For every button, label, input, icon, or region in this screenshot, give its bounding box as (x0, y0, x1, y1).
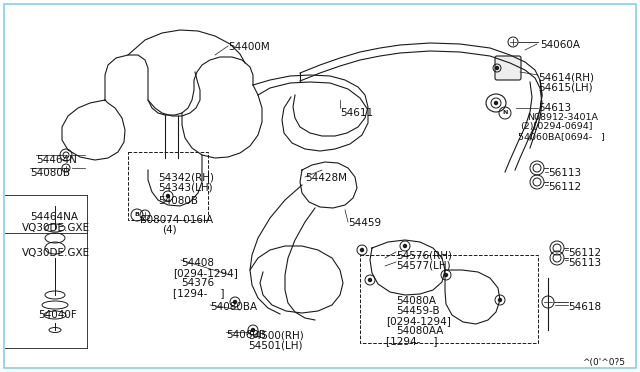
FancyBboxPatch shape (495, 56, 521, 80)
Text: 54500(RH): 54500(RH) (248, 330, 304, 340)
Text: N: N (502, 110, 508, 115)
Text: 54040F: 54040F (38, 310, 77, 320)
Text: 54376: 54376 (181, 278, 214, 288)
Text: 56113: 56113 (568, 258, 601, 268)
Text: [1294-    ]: [1294- ] (173, 288, 225, 298)
Text: 54459-B: 54459-B (396, 306, 440, 316)
Text: 54501(LH): 54501(LH) (248, 340, 303, 350)
Text: 56112: 56112 (548, 182, 581, 192)
Text: 54464N: 54464N (36, 155, 77, 165)
Text: 56113: 56113 (548, 168, 581, 178)
Circle shape (360, 248, 364, 251)
Text: 54342(RH): 54342(RH) (158, 172, 214, 182)
Circle shape (166, 195, 170, 198)
Text: N08912-3401A: N08912-3401A (527, 113, 598, 122)
Text: [1294-    ]: [1294- ] (386, 336, 438, 346)
Text: 54408: 54408 (181, 258, 214, 268)
Bar (360, 255, 538, 343)
Circle shape (403, 244, 406, 247)
Text: 54080BA: 54080BA (210, 302, 257, 312)
Text: 54614(RH): 54614(RH) (538, 72, 594, 82)
Text: 54343(LH): 54343(LH) (158, 182, 212, 192)
Text: 54400M: 54400M (228, 42, 269, 52)
Text: 54613: 54613 (538, 103, 571, 113)
Text: 54577(LH): 54577(LH) (396, 260, 451, 270)
Text: 54615(LH): 54615(LH) (538, 82, 593, 92)
Circle shape (234, 301, 237, 304)
Text: 54618: 54618 (568, 302, 601, 312)
Text: 54060BA[0694-   ]: 54060BA[0694- ] (518, 132, 605, 141)
Text: 54080B: 54080B (158, 196, 198, 206)
Text: B: B (134, 212, 140, 218)
Text: ß08074-016lA: ß08074-016lA (140, 215, 213, 225)
Text: ^(0'^0?5: ^(0'^0?5 (582, 358, 625, 367)
Text: 54060A: 54060A (540, 40, 580, 50)
Text: 56112: 56112 (568, 248, 601, 258)
Text: (2)[0294-0694]: (2)[0294-0694] (520, 122, 593, 131)
Text: 54459: 54459 (348, 218, 381, 228)
Text: VQ30DE.GXE: VQ30DE.GXE (22, 248, 90, 258)
Text: VQ30DE.GXE: VQ30DE.GXE (22, 223, 90, 233)
Text: (4): (4) (162, 225, 177, 235)
Text: 54080A: 54080A (396, 296, 436, 306)
Circle shape (495, 102, 497, 105)
Circle shape (499, 298, 502, 301)
Text: 54428M: 54428M (305, 173, 347, 183)
Circle shape (445, 273, 447, 276)
Text: 54080B: 54080B (30, 168, 70, 178)
Text: 54060B: 54060B (226, 330, 266, 340)
Circle shape (369, 279, 371, 282)
Text: 54464NA: 54464NA (30, 212, 78, 222)
Text: 54576(RH): 54576(RH) (396, 250, 452, 260)
Text: [0294-1294]: [0294-1294] (173, 268, 238, 278)
Bar (128, 152, 208, 220)
Text: 54080AA: 54080AA (396, 326, 444, 336)
Text: 54611: 54611 (340, 108, 373, 118)
Circle shape (252, 328, 255, 331)
Text: [0294-1294]: [0294-1294] (386, 316, 451, 326)
Circle shape (495, 67, 499, 70)
